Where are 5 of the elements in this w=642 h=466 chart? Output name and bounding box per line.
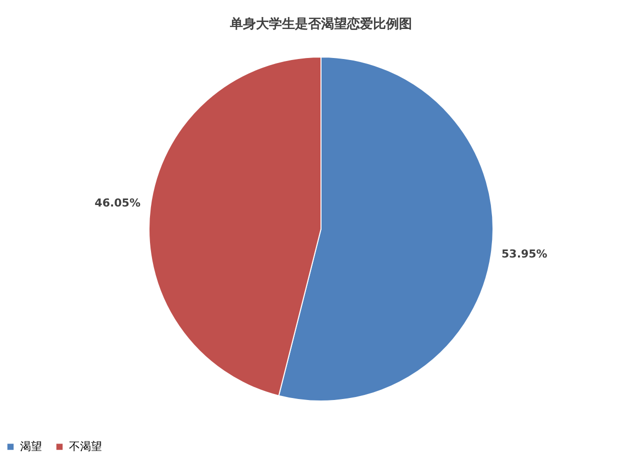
data-label: 53.95%: [502, 247, 548, 260]
legend-label: 渴望: [20, 440, 42, 453]
chart-title: 单身大学生是否渴望恋爱比例图: [229, 16, 412, 32]
data-label: 46.05%: [94, 196, 140, 210]
legend-label: 不渴望: [69, 440, 102, 453]
